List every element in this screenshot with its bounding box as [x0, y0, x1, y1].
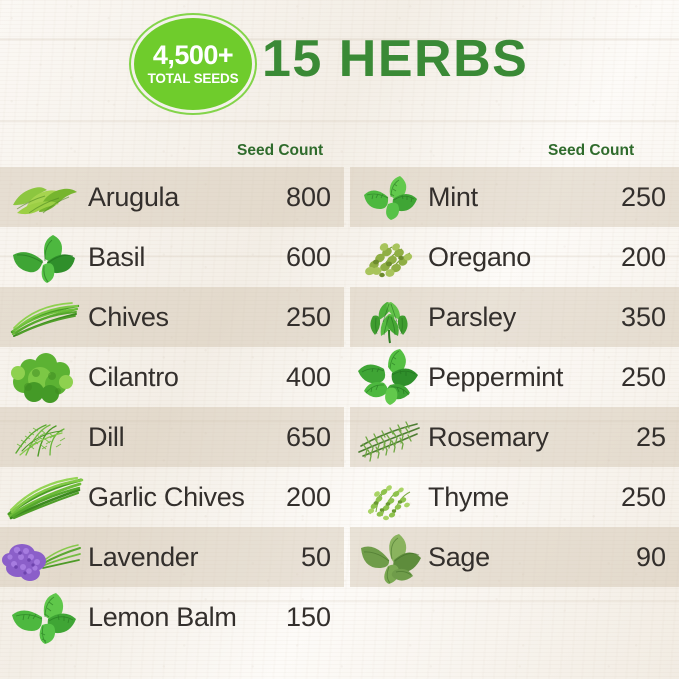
herb-seed-count: 50 — [300, 541, 331, 572]
badge-total-count: 4,500+ — [152, 40, 234, 71]
mint-icon — [350, 168, 428, 226]
badge-total-label: TOTAL SEEDS — [147, 71, 239, 87]
table-row: Lemon Balm 150 — [0, 587, 344, 647]
parsley-icon — [350, 288, 428, 346]
peppermint-icon — [350, 348, 428, 406]
table-row: Thyme 250 — [350, 467, 679, 527]
herb-name: Mint — [428, 181, 478, 212]
oregano-icon — [350, 228, 428, 286]
basil-icon — [0, 228, 88, 286]
herb-seed-count: 25 — [635, 421, 666, 452]
herb-seed-count: 250 — [620, 481, 666, 512]
herb-list-right: Mint 250 — [350, 167, 679, 587]
table-row: Peppermint 250 — [350, 347, 679, 407]
sage-icon — [350, 528, 428, 586]
herb-name: Cilantro — [88, 361, 179, 392]
herb-name: Lemon Balm — [88, 601, 237, 632]
herb-seed-count: 250 — [620, 361, 666, 392]
table-row: Garlic Chives 200 — [0, 467, 344, 527]
table-row: Cilantro 400 — [0, 347, 344, 407]
garlic-chives-icon — [0, 468, 88, 526]
herb-seed-count: 250 — [285, 301, 331, 332]
cilantro-icon — [0, 348, 88, 406]
herb-seed-count: 400 — [285, 361, 331, 392]
herb-name: Dill — [88, 421, 125, 452]
herb-name: Thyme — [428, 481, 510, 512]
herb-seed-count: 200 — [620, 241, 666, 272]
table-row: Basil 600 — [0, 227, 344, 287]
table-row: Rosemary 25 — [350, 407, 679, 467]
herb-name: Oregano — [428, 241, 531, 272]
table-row: Oregano 200 — [350, 227, 679, 287]
herb-seed-count: 250 — [620, 181, 666, 212]
arugula-icon — [0, 168, 88, 226]
herb-seed-count: 200 — [285, 481, 331, 512]
table-row: Dill 650 — [0, 407, 344, 467]
herb-name: Parsley — [428, 301, 516, 332]
table-row: Sage 90 — [350, 527, 679, 587]
thyme-icon — [350, 468, 428, 526]
table-row: Lavender 50 — [0, 527, 344, 587]
seed-count-header-right: Seed Count — [548, 142, 635, 159]
herb-name: Sage — [428, 541, 490, 572]
herb-name: Garlic Chives — [88, 481, 245, 512]
herb-name: Basil — [88, 241, 146, 272]
page-title: 15 HERBS — [262, 30, 529, 88]
dill-icon — [0, 408, 88, 466]
seed-count-header-left: Seed Count — [237, 142, 324, 159]
table-row: Chives 250 — [0, 287, 344, 347]
chives-icon — [0, 288, 88, 346]
header: 4,500+ TOTAL SEEDS 15 HERBS — [0, 0, 679, 132]
herb-seed-count: 600 — [285, 241, 331, 272]
herb-name: Lavender — [88, 541, 199, 572]
herb-seed-count: 800 — [285, 181, 331, 212]
herb-name: Chives — [88, 301, 169, 332]
herb-name: Rosemary — [428, 421, 549, 452]
rosemary-icon — [350, 408, 428, 466]
herb-seed-count: 650 — [285, 421, 331, 452]
herb-name: Peppermint — [428, 361, 564, 392]
lavender-icon — [0, 528, 88, 586]
herb-seed-count: 350 — [620, 301, 666, 332]
herb-list-left: Arugula 800 — [0, 167, 344, 647]
herb-name: Arugula — [88, 181, 179, 212]
herb-seed-count: 150 — [285, 601, 331, 632]
herb-seed-count: 90 — [635, 541, 666, 572]
table-row: Arugula 800 — [0, 167, 344, 227]
seed-count-badge-icon: 4,500+ TOTAL SEEDS — [134, 18, 252, 110]
lemon-balm-icon — [0, 588, 88, 646]
table-row: Mint 250 — [350, 167, 679, 227]
table-row: Parsley 350 — [350, 287, 679, 347]
